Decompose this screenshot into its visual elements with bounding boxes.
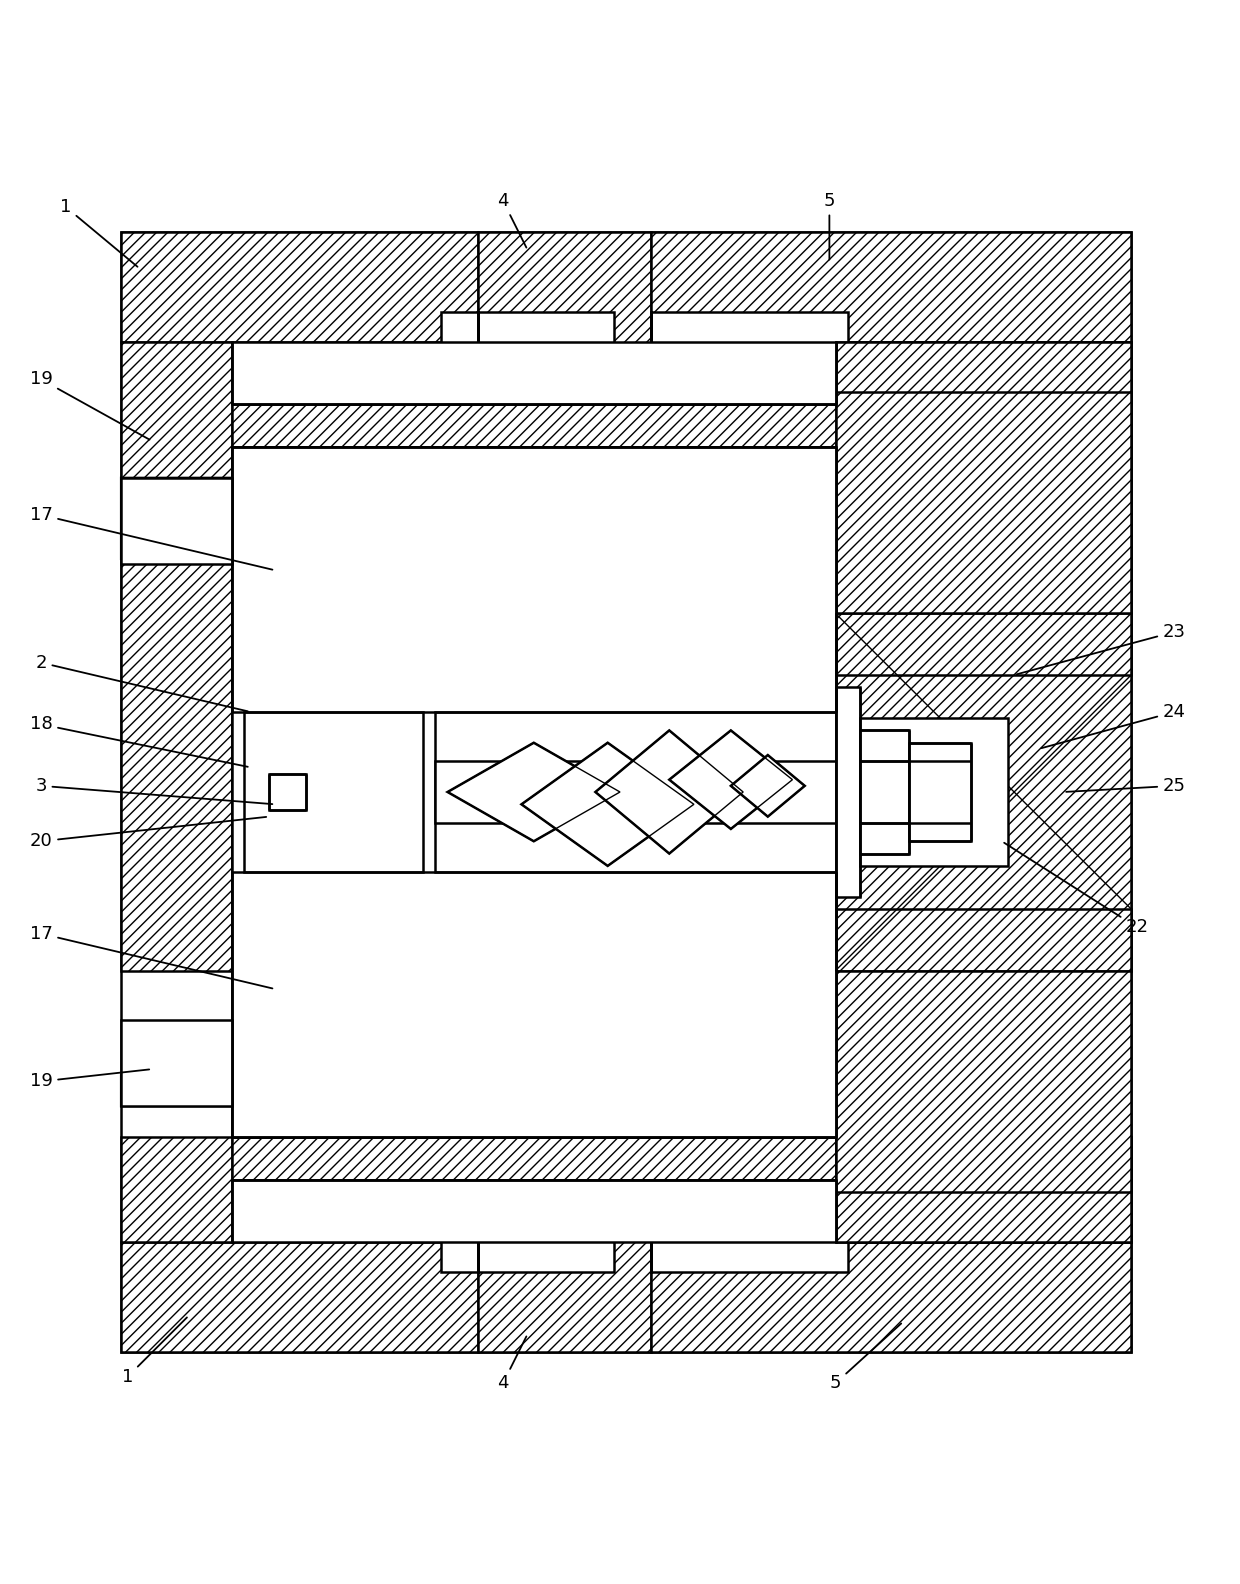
Polygon shape xyxy=(244,711,423,873)
Polygon shape xyxy=(435,711,836,873)
Text: 2: 2 xyxy=(36,654,248,711)
Polygon shape xyxy=(472,694,620,890)
Polygon shape xyxy=(522,694,694,890)
Polygon shape xyxy=(651,231,1131,342)
Polygon shape xyxy=(595,706,743,878)
Text: 17: 17 xyxy=(30,925,273,988)
Polygon shape xyxy=(122,342,232,971)
Polygon shape xyxy=(232,447,836,711)
Polygon shape xyxy=(730,756,805,817)
Text: 1: 1 xyxy=(60,198,138,266)
Polygon shape xyxy=(836,342,1131,404)
Polygon shape xyxy=(670,730,792,828)
Polygon shape xyxy=(122,1026,232,1106)
Polygon shape xyxy=(522,743,694,866)
Polygon shape xyxy=(670,730,792,828)
Polygon shape xyxy=(232,700,435,884)
Polygon shape xyxy=(909,743,971,841)
Polygon shape xyxy=(595,730,743,854)
Text: 25: 25 xyxy=(1066,776,1185,795)
Polygon shape xyxy=(836,391,1131,613)
Text: 17: 17 xyxy=(30,505,273,570)
Polygon shape xyxy=(122,1242,479,1353)
Polygon shape xyxy=(651,1242,1131,1353)
Polygon shape xyxy=(730,756,805,817)
Polygon shape xyxy=(122,478,232,564)
Polygon shape xyxy=(522,743,694,866)
Polygon shape xyxy=(595,730,743,854)
Polygon shape xyxy=(836,1137,1131,1242)
Polygon shape xyxy=(232,1137,836,1180)
Polygon shape xyxy=(122,478,232,558)
Polygon shape xyxy=(670,718,792,866)
Polygon shape xyxy=(448,743,620,841)
Polygon shape xyxy=(670,730,792,828)
Polygon shape xyxy=(479,1180,651,1353)
Polygon shape xyxy=(122,231,1131,1353)
Polygon shape xyxy=(269,773,306,811)
Polygon shape xyxy=(448,743,620,841)
Text: 19: 19 xyxy=(30,371,150,440)
Polygon shape xyxy=(423,706,546,878)
Text: 18: 18 xyxy=(30,716,248,767)
Polygon shape xyxy=(836,613,1131,675)
Polygon shape xyxy=(122,231,479,342)
Text: 1: 1 xyxy=(122,1318,187,1386)
Polygon shape xyxy=(435,762,836,822)
Polygon shape xyxy=(836,909,1131,971)
Polygon shape xyxy=(448,743,620,841)
Polygon shape xyxy=(861,730,909,854)
Text: 19: 19 xyxy=(30,1069,149,1090)
Text: 4: 4 xyxy=(497,1337,527,1392)
Text: 22: 22 xyxy=(1004,843,1148,936)
Polygon shape xyxy=(836,342,1131,971)
Polygon shape xyxy=(595,730,743,854)
Text: 23: 23 xyxy=(1017,623,1185,675)
Polygon shape xyxy=(861,762,909,822)
Polygon shape xyxy=(232,873,836,1137)
Polygon shape xyxy=(861,718,1008,866)
Text: 20: 20 xyxy=(30,817,267,851)
Text: 4: 4 xyxy=(497,192,527,247)
Polygon shape xyxy=(435,706,768,878)
Polygon shape xyxy=(522,743,694,866)
Polygon shape xyxy=(232,342,836,404)
Text: 5: 5 xyxy=(823,192,835,260)
Polygon shape xyxy=(232,404,836,447)
Polygon shape xyxy=(232,1180,836,1242)
Polygon shape xyxy=(435,762,836,822)
Polygon shape xyxy=(479,231,651,417)
Polygon shape xyxy=(122,1137,232,1242)
Polygon shape xyxy=(836,1137,1131,1242)
Text: 5: 5 xyxy=(830,1324,901,1392)
Polygon shape xyxy=(836,687,861,897)
Polygon shape xyxy=(836,971,1131,1193)
Polygon shape xyxy=(122,1020,232,1106)
Polygon shape xyxy=(232,447,836,1137)
Text: 24: 24 xyxy=(1042,703,1185,748)
Text: 3: 3 xyxy=(36,776,273,805)
